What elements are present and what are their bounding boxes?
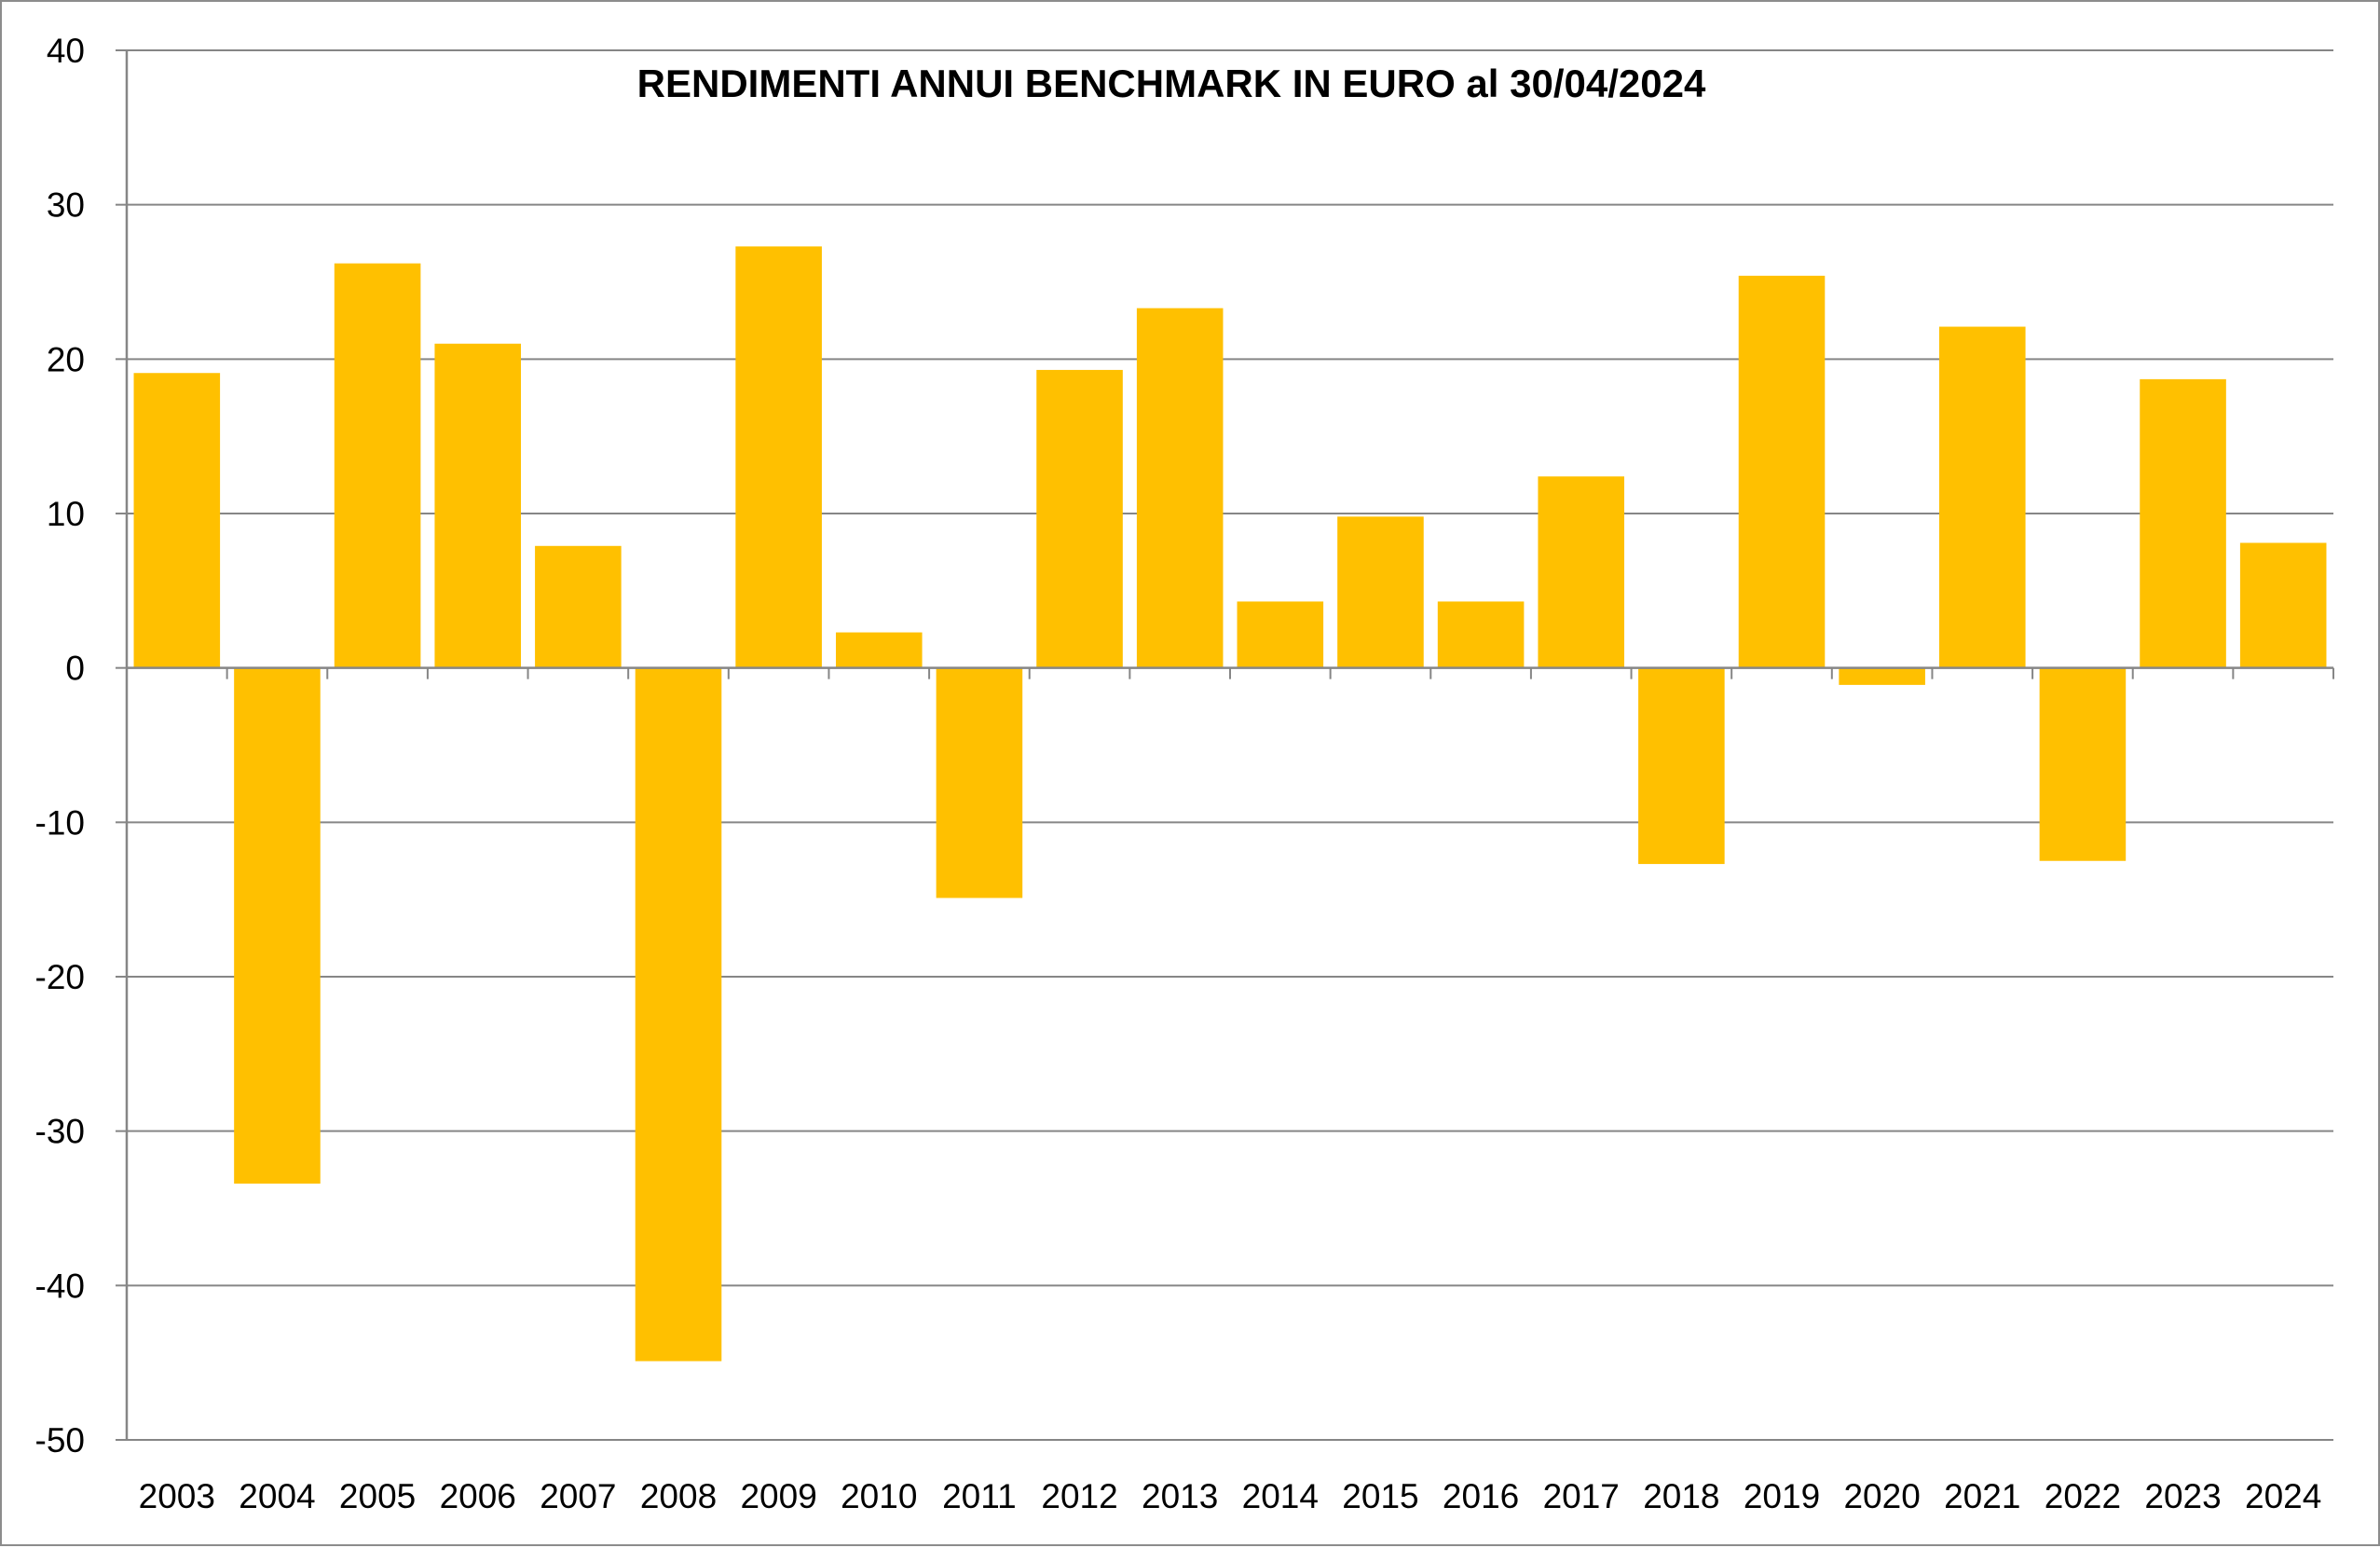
x-axis-tick-labels: 2003 2004 2005 2006 2007 2008 2009 2010 2011 2012…: [139, 1477, 2322, 1515]
bar-2023: [2140, 378, 2226, 668]
x-tick-label-2020: 2020: [1843, 1477, 1920, 1515]
bar-2010: [835, 632, 923, 668]
x-tick-label-2021: 2021: [1944, 1477, 2020, 1515]
bar-2022: [2039, 667, 2127, 861]
x-tick-label-2005: 2005: [339, 1477, 416, 1515]
bar-2021: [1938, 326, 2026, 668]
x-tick-label-2017: 2017: [1543, 1477, 1620, 1515]
gridlines: [127, 49, 2333, 1441]
y-tick-label: 30: [47, 186, 85, 225]
x-tick-label-2008: 2008: [640, 1477, 717, 1515]
y-tick-label: 20: [47, 340, 85, 378]
bar-2005: [334, 263, 421, 668]
x-tick-label-2023: 2023: [2144, 1477, 2221, 1515]
bar-2019: [1738, 275, 1826, 668]
x-tick-label-2011: 2011: [942, 1477, 1017, 1515]
bar-2013: [1136, 308, 1224, 668]
bar-2020: [1839, 667, 1925, 685]
bar-2009: [735, 246, 822, 668]
x-tick-label-2009: 2009: [740, 1477, 816, 1515]
x-tick-label-2022: 2022: [2045, 1477, 2121, 1515]
bar-2008: [635, 667, 722, 1362]
y-tick-label: -50: [35, 1421, 85, 1459]
bar-2006: [434, 343, 522, 668]
bar-2012: [1036, 369, 1123, 668]
bar-2017: [1538, 476, 1625, 668]
x-tick-label-2003: 2003: [139, 1477, 215, 1515]
x-tick-label-2016: 2016: [1443, 1477, 1519, 1515]
x-tick-label-2018: 2018: [1643, 1477, 1719, 1515]
bar-2024: [2239, 542, 2327, 668]
bar-2003: [133, 373, 221, 668]
bar-2016: [1437, 601, 1525, 668]
x-tick-label-2004: 2004: [239, 1477, 315, 1515]
bar-2011: [936, 667, 1023, 898]
y-tick-label: 0: [65, 650, 85, 688]
y-tick-label: -20: [35, 958, 85, 996]
y-tick-label: -30: [35, 1113, 85, 1151]
bar-2004: [234, 667, 321, 1184]
bar-2007: [535, 545, 622, 668]
axes: [125, 50, 2334, 1440]
x-tick-label-2024: 2024: [2245, 1477, 2321, 1515]
x-tick-label-2010: 2010: [841, 1477, 917, 1515]
y-axis-tick-labels: 40 30 20 10 0 -10 -20 -30 -40 -50: [35, 32, 127, 1459]
y-tick-label: -10: [35, 803, 85, 842]
y-tick-label: -40: [35, 1267, 85, 1305]
x-tick-label-2007: 2007: [540, 1477, 616, 1515]
x-tick-label-2006: 2006: [440, 1477, 516, 1515]
bars: [133, 246, 2327, 1362]
x-tick-label-2012: 2012: [1041, 1477, 1117, 1515]
bar-2014: [1237, 601, 1324, 668]
y-tick-label: 10: [47, 495, 85, 533]
bar-2015: [1337, 516, 1424, 668]
x-tick-label-2014: 2014: [1242, 1477, 1319, 1515]
bar-2018: [1638, 667, 1725, 865]
x-tick-label-2013: 2013: [1142, 1477, 1218, 1515]
x-tick-label-2019: 2019: [1744, 1477, 1820, 1515]
chart-title: RENDIMENTI ANNUI BENCHMARK IN EURO al 30…: [637, 62, 1706, 105]
y-tick-label: 40: [47, 32, 85, 70]
x-tick-label-2015: 2015: [1342, 1477, 1418, 1515]
